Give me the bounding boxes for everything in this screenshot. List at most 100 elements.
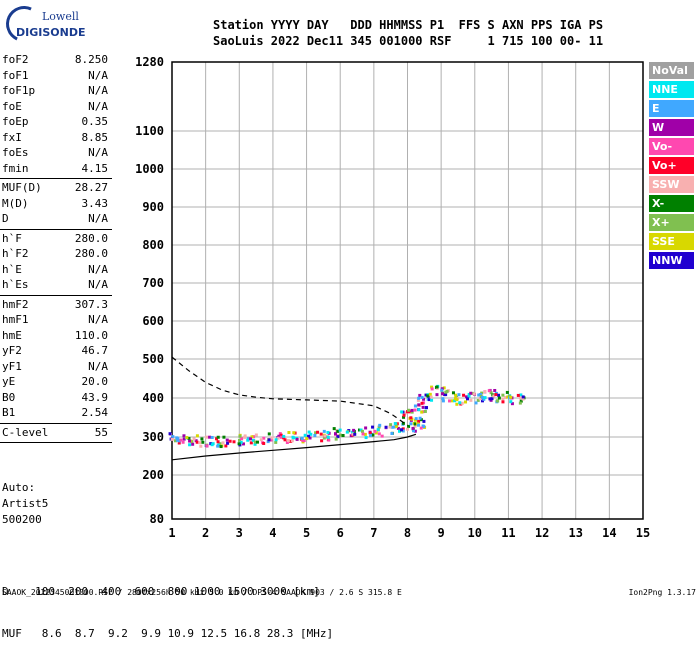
y-tick-label: 80 (150, 512, 164, 526)
echo-point (410, 408, 414, 412)
echo-point (285, 441, 289, 445)
echo-point (454, 393, 458, 397)
x-tick-label: 15 (636, 526, 650, 540)
param-separator (0, 178, 112, 179)
x-tick-label: 6 (337, 526, 344, 540)
echo-point (171, 435, 175, 439)
echo-point (336, 435, 340, 439)
echo-point (493, 388, 497, 392)
echo-point (460, 401, 464, 405)
echo-point (418, 416, 422, 420)
echo-point (455, 398, 459, 402)
legend-item-x-: X- (649, 195, 694, 212)
echo-point (413, 404, 417, 408)
echo-point (246, 438, 250, 442)
software-version: Ion2Png 1.3.17 (628, 588, 696, 597)
param-value: 307.3 (74, 297, 108, 311)
echo-point (441, 397, 445, 401)
echo-point (402, 413, 406, 417)
x-tick-label: 11 (501, 526, 515, 540)
echo-point (444, 393, 448, 397)
echo-point (519, 399, 523, 403)
echo-point (251, 438, 255, 442)
echo-point (421, 405, 425, 409)
echo-point (195, 440, 199, 444)
echo-point (201, 440, 205, 444)
echo-point (427, 398, 431, 402)
echo-point (338, 433, 342, 437)
echo-point (179, 438, 183, 442)
echo-point (219, 445, 223, 449)
echo-point (259, 438, 263, 442)
echo-point (237, 442, 241, 446)
echo-point (428, 392, 432, 396)
echo-point (413, 408, 417, 412)
param-label: MUF(D) (2, 181, 42, 194)
echo-point (353, 432, 357, 436)
echo-point (241, 442, 245, 446)
echo-point (480, 399, 484, 403)
echo-point (174, 439, 178, 443)
y-tick-label: 900 (142, 200, 164, 214)
echo-point (413, 424, 417, 428)
x-tick-label: 9 (438, 526, 445, 540)
x-tick-label: 8 (404, 526, 411, 540)
param-label: yE (2, 375, 16, 388)
echo-point (401, 421, 405, 425)
echo-point (188, 439, 192, 443)
echo-point (266, 440, 270, 444)
param-value: 4.15 (81, 161, 109, 175)
echo-point (349, 434, 353, 438)
echo-point (465, 395, 469, 399)
x-tick-label: 2 (202, 526, 209, 540)
muf-table: D 100 200 400 600 800 1000 1500 3000 [km… (2, 557, 333, 655)
echo-point (326, 435, 330, 439)
param-value: 2.54 (81, 406, 109, 419)
echo-point (501, 393, 505, 397)
profile-solid-curve (171, 433, 417, 461)
note-line: Artist5 (2, 497, 49, 510)
param-label: foF1 (2, 68, 29, 82)
echo-point (509, 400, 513, 404)
param-row: h`F 280.0 (0, 231, 112, 247)
param-label: hmF1 (2, 313, 29, 326)
echo-point (279, 433, 283, 437)
echo-point (458, 401, 462, 405)
echo-point (501, 397, 505, 401)
echo-point (255, 440, 259, 444)
echo-point (477, 393, 481, 397)
echo-point (417, 403, 421, 407)
echo-point (377, 432, 381, 436)
echo-point (469, 398, 473, 402)
echo-point (192, 437, 196, 441)
param-row: hmF2 307.3 (0, 297, 112, 313)
echo-point (334, 432, 338, 436)
echo-point (352, 428, 356, 432)
echo-point (407, 424, 411, 428)
echo-point (253, 442, 257, 446)
echo-point (466, 397, 470, 401)
echo-point (338, 428, 342, 432)
echo-point (222, 435, 226, 439)
echo-point (378, 423, 382, 427)
echo-point (364, 426, 368, 430)
echo-point (422, 425, 426, 429)
echo-point (521, 397, 525, 401)
echo-point (487, 389, 491, 393)
y-tick-label: 500 (142, 352, 164, 366)
echo-point (396, 426, 400, 430)
ionogram-chart: 1 2 3 4 5 6 7 8 9 10 11 12 13 14 158020030040050060070… (135, 55, 650, 540)
echo-point (467, 393, 471, 397)
echo-point (176, 437, 180, 441)
param-label: yF1 (2, 359, 22, 373)
echo-point (267, 438, 271, 442)
echo-point (170, 437, 174, 441)
echo-point (414, 418, 418, 422)
param-label: D (2, 212, 9, 225)
echo-point (464, 400, 468, 404)
echo-point (360, 429, 364, 433)
muf-table-muf-row: MUF 8.6 8.7 9.2 9.9 10.9 12.5 16.8 28.3 … (2, 627, 334, 640)
legend-item-noval: NoVal (649, 62, 694, 79)
echo-point (441, 392, 445, 396)
echo-point (351, 432, 355, 436)
